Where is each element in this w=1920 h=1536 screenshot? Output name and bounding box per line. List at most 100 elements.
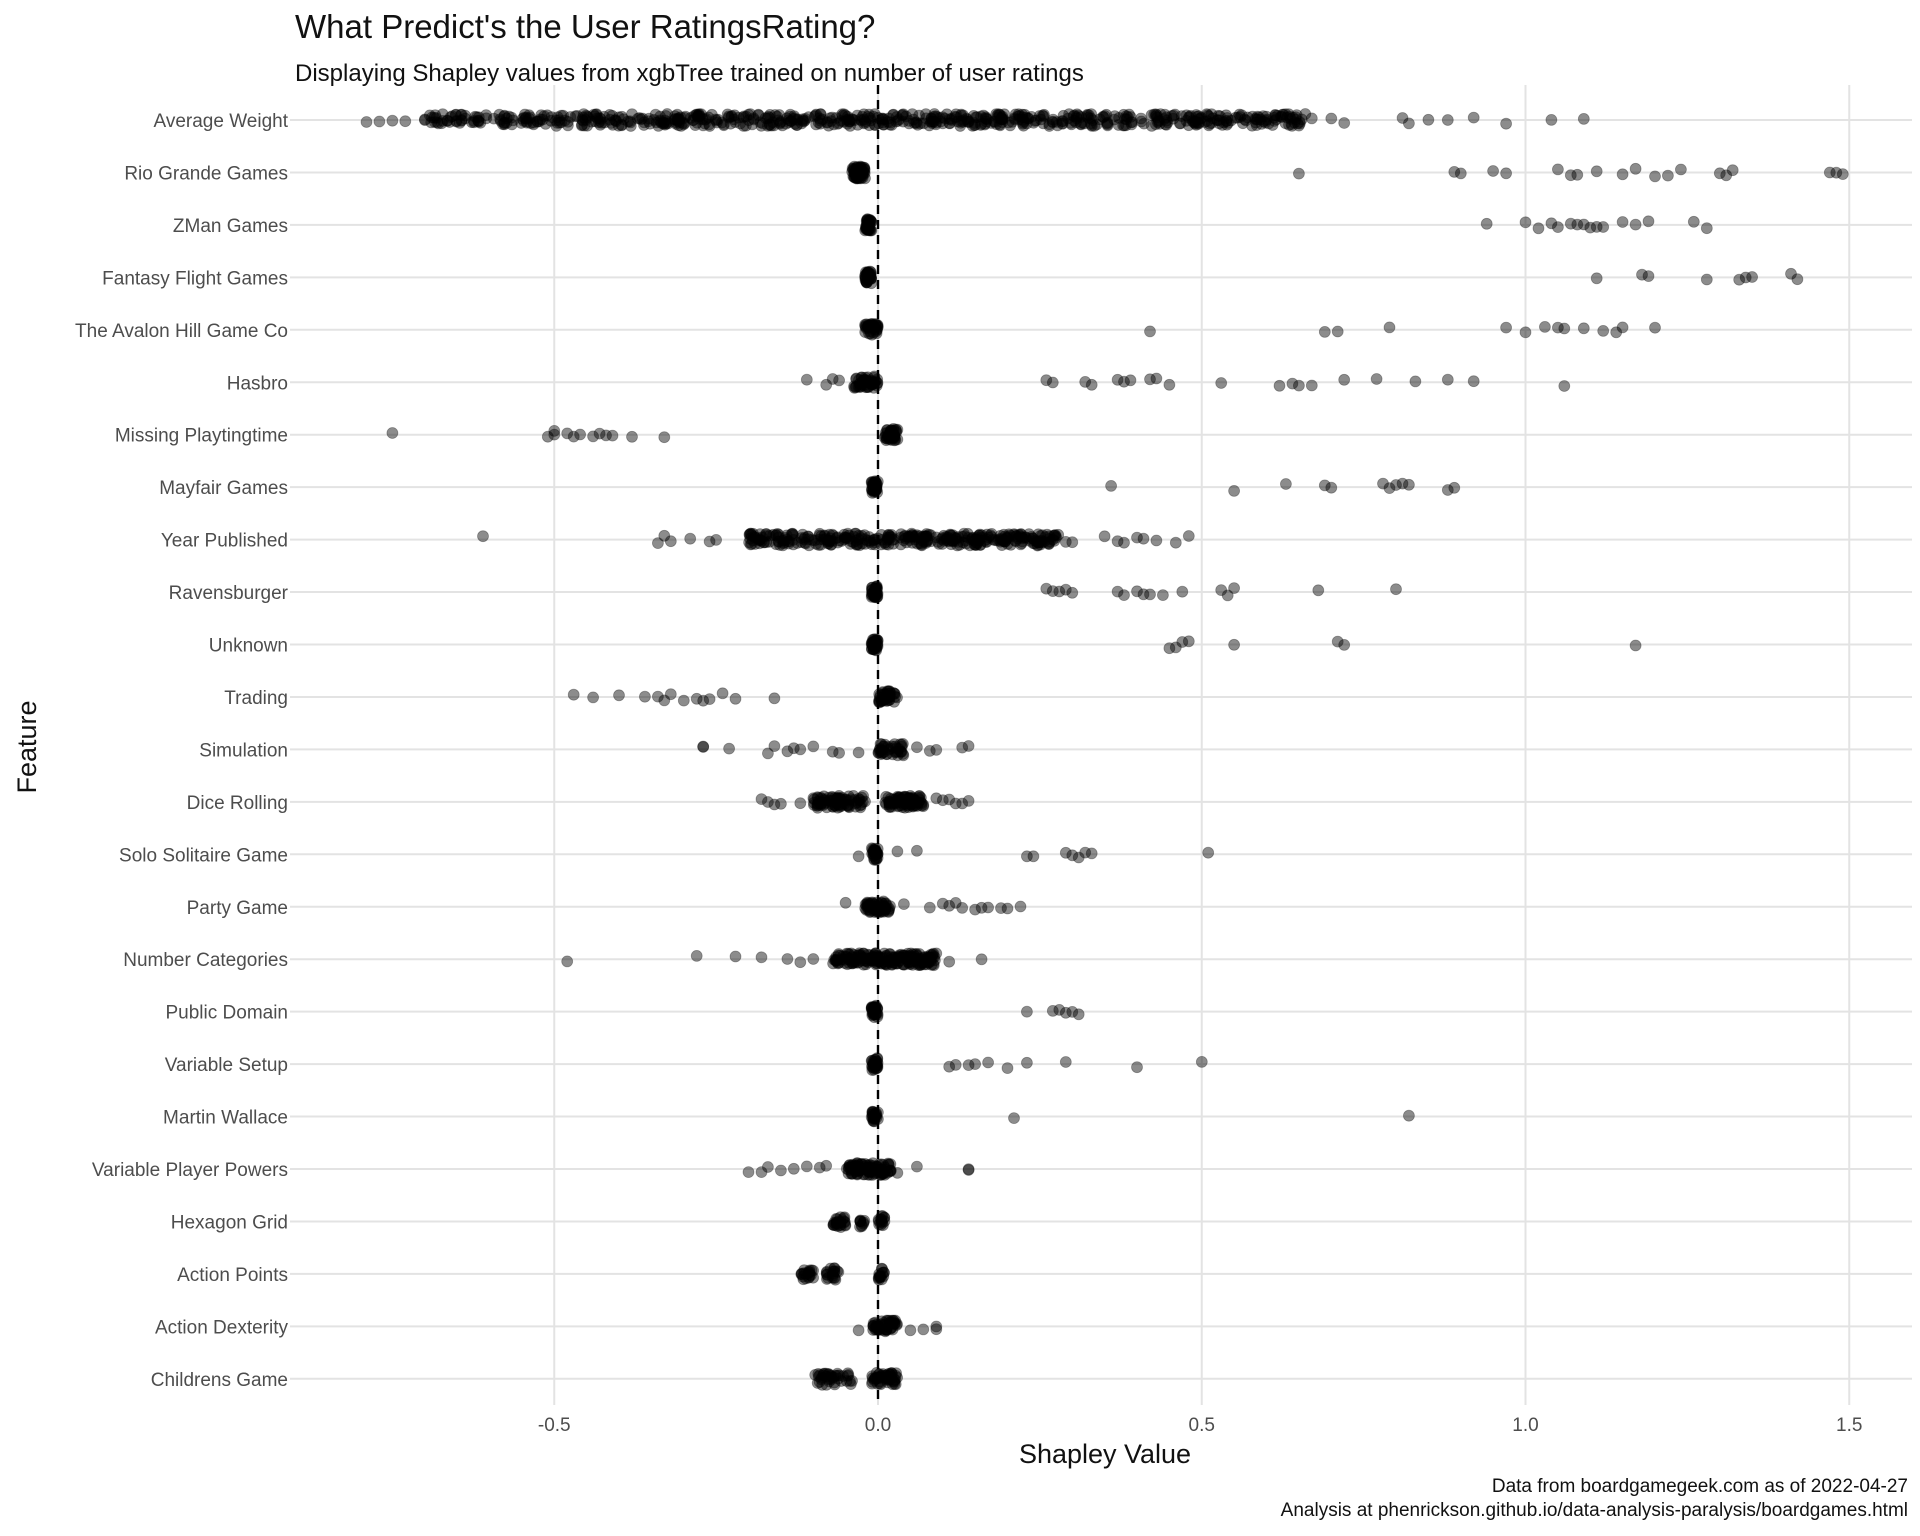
data-point xyxy=(1371,374,1382,385)
caption-analysis: Analysis at phenrickson.github.io/data-a… xyxy=(1281,1500,1908,1522)
data-point xyxy=(726,111,737,122)
data-point xyxy=(1403,479,1414,490)
data-point xyxy=(1050,531,1061,542)
x-tick-label: 0.0 xyxy=(865,1415,891,1436)
data-point xyxy=(445,112,456,123)
data-point xyxy=(698,742,709,753)
data-point xyxy=(535,114,546,125)
data-point xyxy=(923,955,934,966)
data-point xyxy=(747,119,758,130)
feature-label: Year Published xyxy=(161,531,288,552)
data-point xyxy=(828,1266,839,1277)
data-point xyxy=(1837,169,1848,180)
data-point xyxy=(775,798,786,809)
caption-source: Data from boardgamegeek.com as of 2022-0… xyxy=(1492,1476,1908,1498)
data-point xyxy=(1643,216,1654,227)
data-point xyxy=(1481,218,1492,229)
data-point xyxy=(606,118,617,129)
data-point xyxy=(867,485,878,496)
data-point xyxy=(1313,585,1324,596)
data-point xyxy=(963,741,974,752)
data-point xyxy=(1688,216,1699,227)
data-point xyxy=(792,120,803,131)
data-point xyxy=(1086,379,1097,390)
data-point xyxy=(854,170,865,181)
feature-label: Hasbro xyxy=(227,373,288,394)
data-point xyxy=(520,113,531,124)
feature-label: Variable Setup xyxy=(165,1055,288,1076)
data-point xyxy=(788,1163,799,1174)
data-point xyxy=(1339,374,1350,385)
data-point xyxy=(374,116,385,127)
data-point xyxy=(1229,583,1240,594)
feature-label: Martin Wallace xyxy=(163,1108,288,1129)
data-point xyxy=(1151,535,1162,546)
data-point xyxy=(1520,327,1531,338)
data-point xyxy=(905,1325,916,1336)
data-point xyxy=(1132,1062,1143,1073)
data-point xyxy=(983,1057,994,1068)
data-point xyxy=(1455,168,1466,179)
data-point xyxy=(911,1161,922,1172)
data-point xyxy=(762,1162,773,1173)
data-point xyxy=(665,536,676,547)
data-point xyxy=(575,429,586,440)
data-point xyxy=(808,954,819,965)
data-point xyxy=(1086,848,1097,859)
data-point xyxy=(1067,587,1078,598)
data-point xyxy=(1630,163,1641,174)
data-point xyxy=(819,530,830,541)
data-point xyxy=(1792,274,1803,285)
data-point xyxy=(1277,112,1288,123)
data-point xyxy=(883,529,894,540)
data-point xyxy=(801,1161,812,1172)
feature-label: Dice Rolling xyxy=(187,793,288,814)
data-point xyxy=(976,954,987,965)
data-point xyxy=(1501,168,1512,179)
data-point xyxy=(847,1375,858,1386)
data-point xyxy=(924,902,935,913)
data-point xyxy=(1196,1056,1207,1067)
data-point xyxy=(665,689,676,700)
data-point xyxy=(614,690,625,701)
data-point xyxy=(881,1324,892,1335)
data-point xyxy=(1047,377,1058,388)
data-point xyxy=(861,898,872,909)
data-point xyxy=(1125,375,1136,386)
data-point xyxy=(1177,586,1188,597)
data-point xyxy=(782,954,793,965)
data-point xyxy=(851,1165,862,1176)
data-point xyxy=(834,747,845,758)
data-point xyxy=(1468,112,1479,123)
data-point xyxy=(871,854,882,865)
data-point xyxy=(1552,164,1563,175)
data-point xyxy=(469,117,480,128)
data-point xyxy=(898,899,909,910)
data-point xyxy=(1533,223,1544,234)
data-point xyxy=(1326,482,1337,493)
data-point xyxy=(1293,168,1304,179)
feature-label: Ravensburger xyxy=(169,583,289,604)
data-point xyxy=(678,695,689,706)
data-point xyxy=(1183,531,1194,542)
x-axis-title: Shapley Value xyxy=(1019,1439,1191,1469)
data-point xyxy=(1119,590,1130,601)
data-point xyxy=(758,537,769,548)
data-point xyxy=(1199,117,1210,128)
x-tick-label: -0.5 xyxy=(538,1415,571,1436)
data-point xyxy=(808,741,819,752)
data-point xyxy=(711,115,722,126)
data-point xyxy=(883,116,894,127)
data-point xyxy=(1650,322,1661,333)
data-point xyxy=(1306,380,1317,391)
feature-label: Mayfair Games xyxy=(159,478,288,499)
data-point xyxy=(1701,274,1712,285)
data-point xyxy=(1559,381,1570,392)
data-point xyxy=(855,379,866,390)
data-point xyxy=(1403,118,1414,129)
data-point xyxy=(1643,271,1654,282)
data-point xyxy=(643,116,654,127)
data-point xyxy=(788,539,799,550)
data-point xyxy=(843,948,854,959)
data-point xyxy=(744,537,755,548)
